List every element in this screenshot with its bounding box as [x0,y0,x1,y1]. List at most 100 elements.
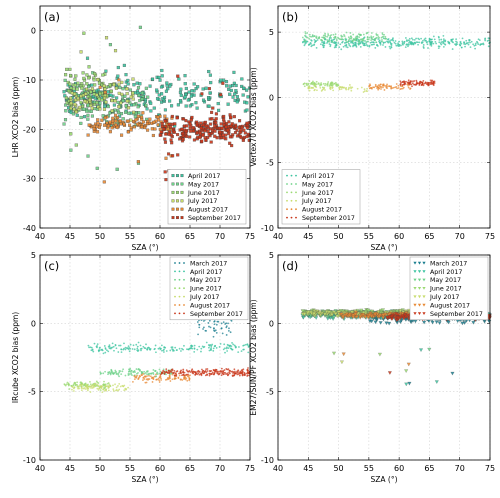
data-point [89,383,92,386]
legend-label: August 2017 [190,302,230,309]
data-point [85,109,89,113]
data-point [69,101,73,105]
data-point [104,347,107,349]
x-tick-label: 75 [485,232,495,241]
data-point [331,315,336,320]
data-point [168,371,171,374]
data-point [342,45,345,48]
data-point [322,41,325,44]
data-point [92,78,96,82]
y-tick-label: 5 [269,251,274,260]
plot-frame [39,254,251,461]
data-point [431,40,434,43]
data-point [222,348,225,351]
data-point [406,40,408,43]
data-point [111,346,114,349]
data-point [320,82,323,84]
data-point [121,370,124,373]
data-point [245,88,249,92]
data-point [381,36,384,38]
data-point [474,44,477,47]
data-point [347,42,350,45]
data-point [418,82,421,84]
legend-label: April 2017 [302,173,334,180]
data-point [327,81,330,83]
data-point [158,379,161,382]
data-point [326,84,329,87]
y-axis-label: IRcube XCO2 bias (ppm) [11,312,20,403]
legend-label: June 2017 [187,190,220,197]
data-point [146,370,149,372]
x-tick-label: 75 [245,464,255,473]
data-point [362,91,365,93]
data-point [160,124,164,129]
data-point [338,88,341,90]
data-point [233,368,236,371]
data-point [102,372,105,375]
data-point [98,101,102,105]
data-point [74,110,78,114]
data-point [155,378,158,381]
data-point [348,38,351,41]
data-point [330,39,333,42]
data-point [124,110,128,114]
data-point [356,87,359,90]
data-point [200,139,204,143]
data-point [170,368,173,371]
data-point [208,370,211,372]
data-point [213,323,216,326]
data-point [177,77,181,81]
data-point [162,95,167,99]
data-point [422,80,425,82]
data-point [116,100,120,104]
data-point [74,143,78,147]
data-point [109,347,112,350]
data-point [120,373,123,375]
data-point [107,371,110,374]
data-point [455,44,457,47]
data-point [458,43,461,46]
data-point [136,105,140,109]
data-point [135,122,140,126]
data-point [210,344,213,347]
data-point [117,372,120,375]
legend-marker [180,182,184,186]
data-point [332,33,335,36]
data-point [362,44,365,47]
data-point [176,349,178,351]
data-point [103,123,107,127]
data-point [103,380,105,383]
data-point [220,370,223,373]
data-point [228,327,230,330]
legend-marker [178,295,181,298]
data-point [326,42,328,44]
data-point [82,31,86,35]
data-point [415,81,418,84]
data-point [191,126,195,130]
data-point [321,44,324,46]
data-point [175,375,178,377]
data-point [237,351,240,354]
data-point [81,71,85,75]
data-point [303,44,306,47]
data-point [63,383,66,386]
x-tick-label: 60 [394,464,404,473]
data-point [113,49,118,53]
data-point [367,31,369,34]
data-point [126,106,131,110]
panel-label: (b) [282,10,298,24]
data-point [213,327,215,330]
data-point [193,348,196,350]
data-point [208,346,210,349]
data-point [427,347,432,352]
data-point [143,370,146,373]
data-point [358,36,361,39]
data-point [64,384,67,387]
data-point [114,344,117,347]
data-point [444,43,447,46]
data-point [428,83,430,86]
data-point [127,111,131,115]
data-point [164,178,168,182]
data-point [128,123,132,127]
data-point [222,321,225,324]
